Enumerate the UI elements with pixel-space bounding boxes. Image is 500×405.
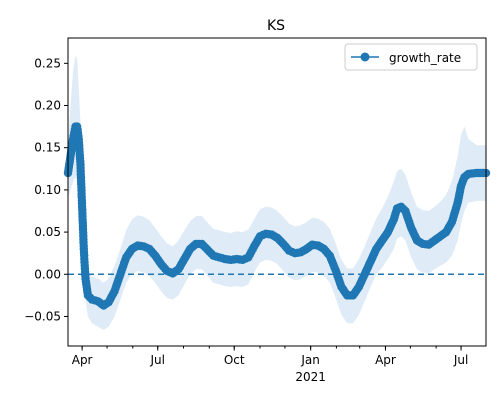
confidence-band — [68, 54, 486, 331]
y-tick-label: 0.05 — [34, 225, 61, 239]
chart-title: KS — [267, 18, 285, 34]
legend-frame — [344, 43, 478, 71]
plot-frame — [67, 37, 487, 347]
x-tick-label: Oct — [224, 353, 245, 367]
legend-label: growth_rate — [389, 51, 461, 65]
x-tick-label: Jul — [150, 353, 165, 367]
y-tick-label: −0.05 — [24, 309, 61, 323]
axes-layer: −0.05 0.00 0.05 0.10 0.15 0.20 0.25 Apr Jul Oct Ja… — [24, 37, 487, 384]
y-tick-label: 0.00 — [34, 267, 61, 281]
x-tick-label: Apr — [375, 353, 396, 367]
x-year-label: 2021 — [295, 370, 326, 384]
x-tick-label: Jul — [453, 353, 468, 367]
y-tick-label: 0.20 — [34, 99, 61, 113]
x-tick-label: Jan — [300, 353, 320, 367]
y-tick-label: 0.15 — [34, 141, 61, 155]
x-tick-label: Apr — [72, 353, 93, 367]
legend-marker-icon — [360, 52, 370, 62]
y-tick-label: 0.25 — [34, 56, 61, 70]
y-tick-label: 0.10 — [34, 183, 61, 197]
legend: growth_rate — [344, 43, 478, 71]
series-layer — [63, 122, 491, 310]
confidence-band-layer — [68, 54, 486, 331]
